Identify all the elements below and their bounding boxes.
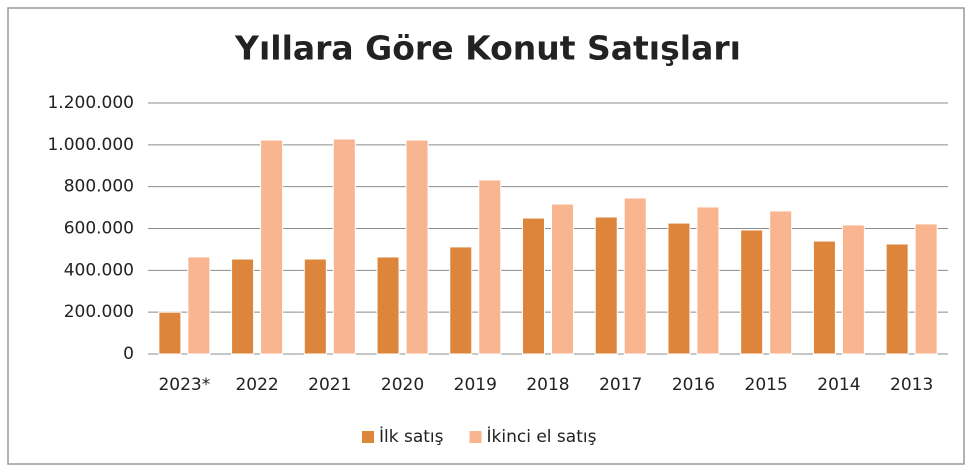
y-tick-label: 800.000 bbox=[64, 177, 134, 197]
bar bbox=[260, 139, 284, 355]
x-tick-label: 2013 bbox=[890, 375, 933, 395]
bar bbox=[376, 256, 400, 355]
x-tick-label: 2019 bbox=[454, 375, 497, 395]
x-tick-label: 2023* bbox=[158, 375, 210, 395]
bar bbox=[158, 311, 182, 355]
bar bbox=[405, 139, 429, 355]
x-tick-label: 2017 bbox=[599, 375, 642, 395]
y-tick-label: 600.000 bbox=[64, 219, 134, 239]
x-tick-label: 2016 bbox=[672, 375, 715, 395]
bar bbox=[667, 222, 691, 355]
legend-swatch bbox=[469, 431, 482, 443]
legend-label: İkinci el satış bbox=[487, 426, 597, 447]
y-tick-label: 0 bbox=[123, 344, 134, 364]
bar bbox=[841, 224, 865, 355]
y-tick-label: 1.200.000 bbox=[47, 93, 134, 113]
chart-title: Yıllara Göre Konut Satışları bbox=[234, 29, 741, 68]
bar bbox=[885, 243, 909, 355]
bar bbox=[231, 258, 255, 355]
bar bbox=[914, 223, 938, 355]
legend-label: İlk satış bbox=[379, 426, 444, 447]
legend-swatch bbox=[362, 431, 374, 443]
x-tick-label: 2014 bbox=[817, 375, 860, 395]
bar bbox=[740, 229, 764, 355]
y-tick-label: 400.000 bbox=[64, 260, 134, 280]
x-tick-label: 2015 bbox=[745, 375, 788, 395]
y-tick-label: 1.000.000 bbox=[47, 135, 134, 155]
bar bbox=[623, 197, 647, 355]
bar bbox=[696, 206, 720, 355]
bar bbox=[332, 138, 356, 355]
x-tick-label: 2022 bbox=[235, 375, 278, 395]
bar bbox=[551, 203, 574, 355]
bar bbox=[769, 210, 793, 355]
x-tick-label: 2018 bbox=[526, 375, 569, 395]
bar bbox=[187, 256, 211, 355]
x-tick-label: 2020 bbox=[381, 375, 424, 395]
bar bbox=[449, 246, 473, 355]
x-tick-label: 2021 bbox=[308, 375, 351, 395]
bar bbox=[522, 217, 545, 355]
bar bbox=[812, 240, 836, 355]
bar bbox=[303, 258, 327, 355]
y-tick-label: 200.000 bbox=[64, 302, 134, 322]
bar bbox=[478, 179, 502, 355]
bar bbox=[594, 216, 618, 355]
